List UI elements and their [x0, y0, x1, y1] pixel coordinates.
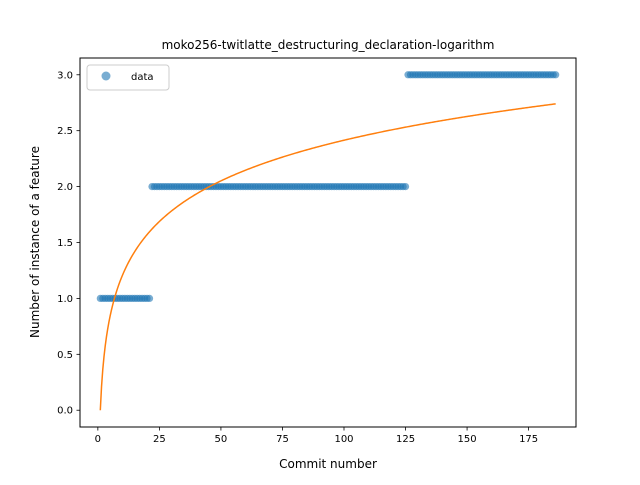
data-point: [552, 71, 560, 79]
y-tick-label: 3.0: [57, 70, 73, 81]
x-tick-label: 150: [458, 434, 477, 445]
y-axis-label: Number of instance of a feature: [28, 146, 42, 338]
y-tick-label: 0.0: [57, 406, 73, 417]
x-tick-label: 25: [153, 434, 166, 445]
chart-title: moko256-twitlatte_destructuring_declarat…: [162, 38, 495, 52]
y-tick-label: 1.5: [57, 238, 73, 249]
x-tick-label: 125: [396, 434, 415, 445]
data-layer: [96, 71, 560, 411]
legend-marker-data: [101, 71, 111, 81]
data-point: [401, 182, 410, 191]
x-axis-label: Commit number: [279, 457, 377, 471]
plot-area: [80, 58, 576, 427]
y-axis-ticks: 0.0 0.5 1.0 1.5 2.0 2.5 3.0: [57, 70, 80, 417]
data-point: [145, 294, 154, 303]
y-tick-label: 1.0: [57, 294, 73, 305]
legend: data: [86, 64, 170, 91]
x-tick-label: 0: [95, 434, 101, 445]
x-tick-label: 50: [215, 434, 228, 445]
y-tick-label: 2.5: [57, 126, 73, 137]
legend-label-data: data: [131, 72, 154, 83]
x-tick-label: 75: [276, 434, 289, 445]
x-tick-label: 100: [334, 434, 353, 445]
series-fit-line: [99, 103, 556, 411]
y-tick-label: 2.0: [57, 182, 73, 193]
y-tick-label: 0.5: [57, 350, 73, 361]
x-tick-label: 175: [519, 434, 538, 445]
x-axis-ticks: 0 25 50 75 100 125 150 175: [95, 427, 538, 445]
legend-box: [86, 64, 170, 91]
